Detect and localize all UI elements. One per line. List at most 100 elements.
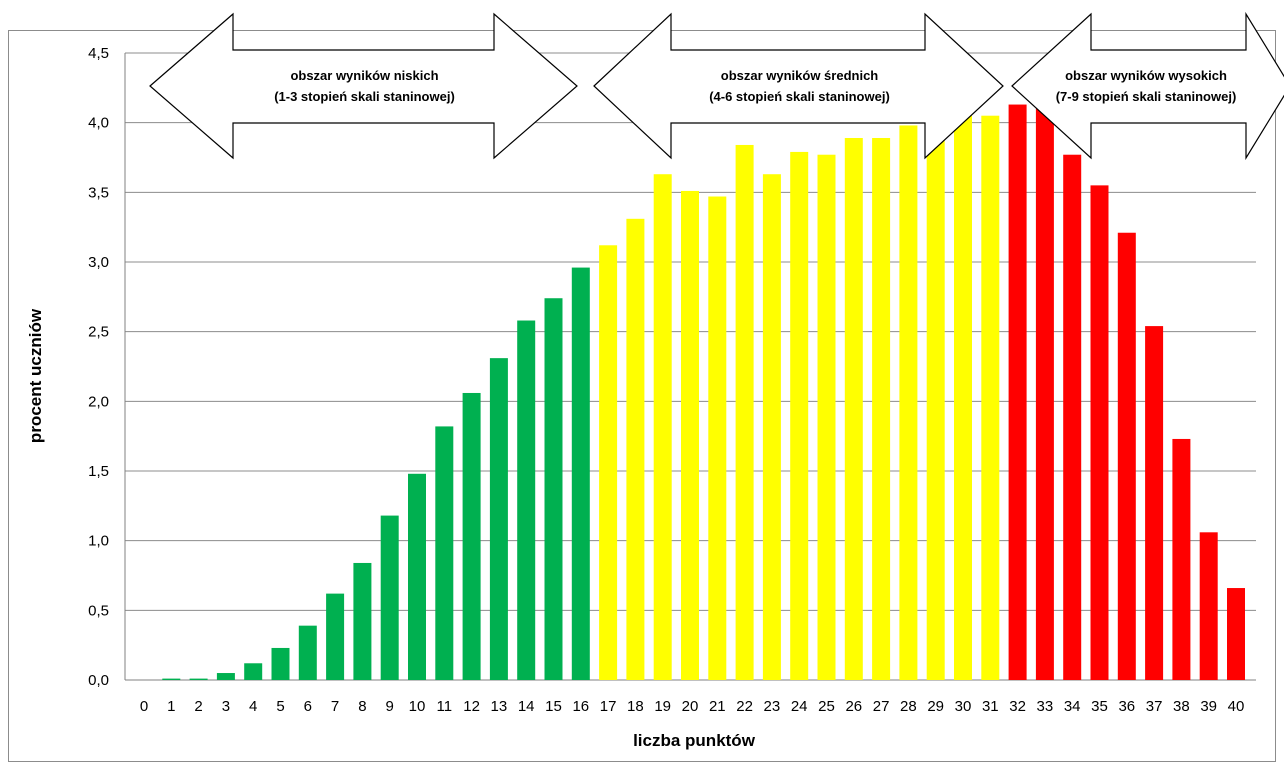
x-tick-label: 36: [1118, 698, 1135, 715]
bar: [298, 625, 317, 680]
bar: [271, 647, 290, 680]
x-tick-label: 24: [791, 698, 808, 715]
x-tick-label: 5: [276, 698, 284, 715]
bar: [1008, 104, 1027, 680]
bar: [1227, 588, 1245, 680]
x-tick-label: 32: [1009, 698, 1026, 715]
region-label-line2: (4-6 stopień skali staninowej): [709, 89, 890, 104]
x-tick-label: 21: [709, 698, 726, 715]
x-tick-label: 4: [249, 698, 257, 715]
x-tick-label: 25: [818, 698, 835, 715]
x-tick-label: 35: [1091, 698, 1108, 715]
bar: [817, 154, 836, 681]
bar: [1035, 103, 1054, 680]
x-tick-label: 1: [167, 698, 175, 715]
y-axis-title: procent uczniów: [26, 308, 45, 443]
region-arrow: [1011, 11, 1284, 161]
bar: [653, 174, 672, 680]
y-tick-label: 1,0: [88, 533, 109, 550]
bar: [1090, 185, 1109, 680]
x-tick-label: 10: [409, 698, 426, 715]
region-label-line2: (7-9 stopień skali staninowej): [1056, 89, 1237, 104]
x-tick-label: 33: [1037, 698, 1054, 715]
x-axis-title: liczba punktów: [633, 731, 756, 750]
x-tick-label: 27: [873, 698, 890, 715]
bar: [189, 678, 208, 680]
bar: [162, 678, 181, 680]
bar: [872, 137, 891, 680]
region-label-line1: obszar wyników niskich: [290, 68, 438, 83]
y-tick-labels: 0,0 0,5 1,0 1,5 2,0 2,5 3,0 3,5 4,0 4,5: [88, 45, 109, 689]
x-tick-label: 11: [437, 698, 453, 715]
bar: [708, 196, 727, 680]
bars: [162, 103, 1245, 681]
y-tick-label: 0,5: [88, 602, 109, 619]
bar: [1172, 438, 1191, 680]
region-label-line1: obszar wyników średnich: [721, 68, 879, 83]
x-tick-label: 30: [955, 698, 972, 715]
x-tick-label: 6: [304, 698, 312, 715]
bar: [626, 218, 645, 680]
x-tick-label: 28: [900, 698, 917, 715]
y-tick-label: 4,5: [88, 45, 109, 62]
bar: [216, 673, 235, 680]
bar: [599, 245, 618, 680]
x-tick-label: 37: [1146, 698, 1163, 715]
bar: [244, 663, 263, 680]
x-tick-label: 39: [1200, 698, 1217, 715]
x-tick-label: 19: [654, 698, 671, 715]
bar: [489, 358, 508, 680]
bar: [1063, 154, 1082, 681]
bar: [380, 515, 399, 680]
x-tick-label: 34: [1064, 698, 1081, 715]
x-tick-label: 12: [463, 698, 480, 715]
bar: [1199, 532, 1218, 680]
bar: [326, 593, 345, 680]
x-tick-label: 31: [982, 698, 999, 715]
x-tick-label: 17: [600, 698, 617, 715]
region-arrow: [593, 12, 1004, 160]
x-tick-label: 23: [764, 698, 781, 715]
bar: [762, 174, 781, 680]
bar: [844, 137, 863, 680]
x-tick-label: 14: [518, 698, 535, 715]
bar: [1117, 232, 1136, 681]
bar: [790, 151, 809, 681]
x-tick-label: 38: [1173, 698, 1190, 715]
x-tick-label: 20: [682, 698, 699, 715]
bar: [462, 392, 481, 680]
x-tick-label: 0: [140, 698, 148, 715]
x-tick-label: 9: [386, 698, 394, 715]
region-arrow: [149, 12, 578, 160]
y-tick-label: 2,0: [88, 393, 109, 410]
region-label-line2: (1-3 stopień skali staninowej): [274, 89, 455, 104]
x-tick-label: 13: [491, 698, 508, 715]
y-tick-label: 4,0: [88, 115, 109, 132]
x-tick-label: 15: [545, 698, 562, 715]
bar: [926, 111, 945, 680]
region-label-line1: obszar wyników wysokich: [1065, 68, 1227, 83]
bar: [544, 298, 563, 680]
x-tick-label: 40: [1228, 698, 1245, 715]
bar: [735, 144, 754, 680]
x-tick-label: 29: [927, 698, 944, 715]
y-tick-label: 1,5: [88, 463, 109, 480]
bar: [435, 426, 454, 680]
x-tick-labels: 0 1 2 3 4 5 6 7 8 9 10 11 12 13 14 15 16 17 18 19 20 21 22 23 24…: [140, 698, 1245, 715]
x-tick-label: 22: [736, 698, 753, 715]
bar: [408, 473, 426, 680]
x-tick-label: 8: [358, 698, 366, 715]
x-tick-label: 2: [194, 698, 202, 715]
bar: [517, 320, 536, 680]
x-tick-label: 18: [627, 698, 644, 715]
x-tick-label: 3: [222, 698, 230, 715]
bar: [981, 115, 1000, 680]
bar: [353, 562, 372, 680]
bar: [899, 125, 918, 681]
x-tick-label: 26: [845, 698, 862, 715]
x-tick-label: 16: [572, 698, 589, 715]
bar: [571, 267, 590, 680]
y-tick-label: 0,0: [88, 672, 109, 689]
y-tick-label: 3,0: [88, 254, 109, 271]
